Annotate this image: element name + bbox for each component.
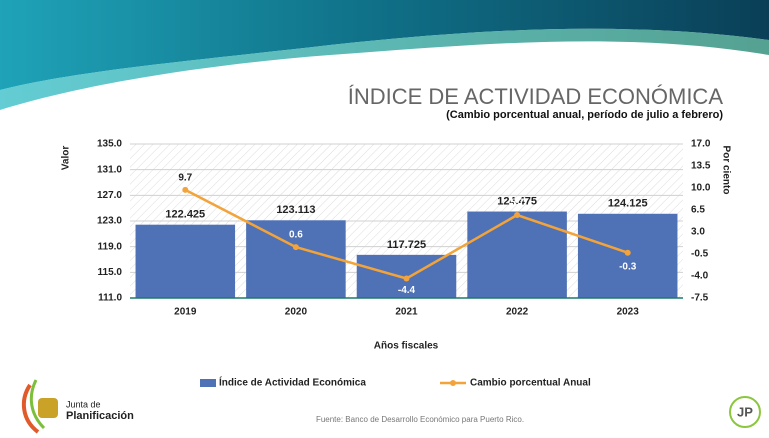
header-wave [0,0,769,90]
bar-value-label: 122.425 [165,209,205,221]
bar [467,211,567,298]
line-point [624,249,631,256]
y2-tick-label: 6.5 [691,205,705,216]
y-axis-title: Valor [61,146,72,171]
y-tick-label: 135.0 [97,139,122,150]
y2-tick-label: 10.0 [691,183,711,194]
logo-text: Junta de [66,399,101,409]
line-value-label: 0.6 [289,230,303,241]
x-tick-label: 2020 [285,307,308,318]
line-value-label: -0.3 [619,261,637,272]
logo-text: Planificación [66,410,134,422]
badge-ring [729,396,761,428]
y2-axis-title: Por ciento [720,146,731,195]
legend-label: Cambio porcentual Anual [470,378,591,389]
bar-value-label: 124.475 [497,195,537,207]
bar [246,220,346,298]
logo-shape [29,379,46,430]
y-tick-label: 123.0 [97,216,122,227]
line-value-label: 5.7 [510,198,524,209]
y-tick-label: 131.0 [97,164,122,175]
y2-tick-label: -7.5 [691,293,709,304]
legend-label: Índice de Actividad Económica [219,376,366,389]
y-tick-label: 111.0 [98,293,122,304]
logo: Junta de Planificación [21,379,134,434]
legend-swatch [450,380,456,386]
bar [135,224,236,298]
line-value-label: -4.4 [398,285,416,296]
y2-tick-label: -0.5 [691,249,709,260]
y2-tick-label: -4.0 [691,271,709,282]
logo-shape [21,383,40,434]
x-axis-title: Años fiscales [374,341,439,352]
y-tick-label: 127.0 [97,190,122,201]
line-point [182,186,189,193]
badge-text: JP [737,404,753,419]
x-tick-label: 2019 [174,307,197,318]
y-tick-label: 115.0 [98,267,123,278]
source-note: Fuente: Banco de Desarrollo Económico pa… [316,415,524,424]
chart-title: ÍNDICE DE ACTIVIDAD ECONÓMICA [348,84,724,109]
legend-swatch [200,379,216,387]
line-point [514,212,521,219]
y-tick-label: 119.0 [98,241,123,252]
x-tick-label: 2021 [395,307,418,318]
logo-shape [38,398,58,418]
chart-subtitle: (Cambio porcentual anual, período de jul… [446,109,723,121]
bar-value-label: 117.725 [387,239,426,251]
header-wave [0,28,769,110]
bar-value-label: 124.125 [608,198,648,210]
bar [577,213,678,298]
line-point [292,244,299,251]
line-point [403,275,410,282]
bar-value-label: 123.113 [276,204,315,216]
x-tick-label: 2023 [617,307,640,318]
y2-tick-label: 17.0 [691,139,711,150]
line-value-label: 9.7 [178,173,192,184]
x-tick-label: 2022 [506,307,529,318]
y2-tick-label: 3.0 [691,227,705,238]
y2-tick-label: 13.5 [691,161,711,172]
